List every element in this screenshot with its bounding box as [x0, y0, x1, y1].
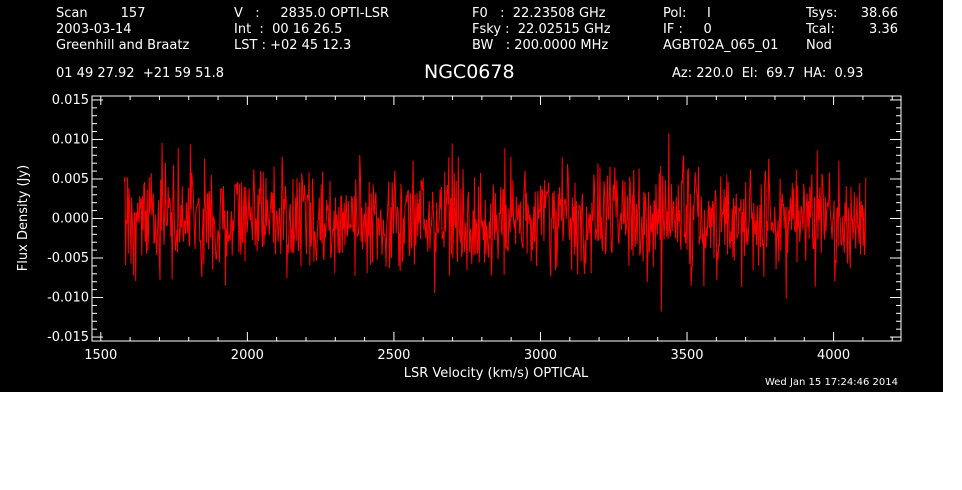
axis-layer: 1500 2000 2500 3000 3500 4000 -0.015 -0.010 -0.0… [47, 93, 901, 363]
x-tick-label: 2500 [377, 348, 410, 363]
y-tick-label: 0.005 [52, 172, 89, 187]
header-nod: Nod [806, 38, 832, 53]
y-tick-label: -0.015 [47, 330, 89, 345]
spectrum-chart: 1500 2000 2500 3000 3500 4000 -0.015 -0.010 -0.0… [16, 93, 902, 381]
y-tick-label: -0.010 [47, 291, 89, 306]
header-tcal-label: Tcal: [806, 22, 835, 37]
series-layer [123, 133, 867, 312]
header-scan: Scan 157 [56, 6, 146, 21]
header-bw: BW : 200.0000 MHz [472, 38, 609, 53]
header-timestamp: Wed Jan 15 17:24:46 2014 [764, 377, 898, 388]
header-pol: Pol: I [663, 6, 711, 21]
header-f0: F0 : 22.23508 GHz [472, 6, 606, 21]
header-tsys-label: Tsys: [806, 6, 838, 21]
chart-title: NGC0678 [424, 61, 515, 83]
header-date: 2003-03-14 [56, 22, 132, 37]
header-project: AGBT02A_065_01 [663, 38, 779, 53]
header-if: IF : 0 [663, 22, 712, 37]
spectrum-series-line [123, 133, 867, 312]
x-tick-label: 3500 [670, 348, 703, 363]
y-tick-label: 0.015 [52, 93, 89, 108]
y-tick-label: 0.010 [52, 132, 89, 147]
y-tick-label: -0.005 [47, 251, 89, 266]
header-tsys-value: 38.66 [860, 6, 898, 21]
header-integration: Int : 00 16 26.5 [234, 22, 343, 37]
header-velocity: V : 2835.0 OPTI-LSR [234, 6, 390, 21]
header-fsky: Fsky : 22.02515 GHz [472, 22, 611, 37]
header-observers: Greenhill and Braatz [56, 38, 190, 53]
header-tcal-value: 3.36 [869, 22, 898, 37]
header-coordinates: 01 49 27.92 +21 59 51.8 [56, 66, 225, 81]
y-axis-label: Flux Density (Jy) [16, 165, 31, 271]
header-lst: LST : +02 45 12.3 [234, 38, 352, 53]
x-tick-label: 4000 [817, 348, 850, 363]
x-tick-label: 3000 [524, 348, 557, 363]
header-az-el-ha: Az: 220.0 El: 69.7 HA: 0.93 [672, 66, 864, 81]
plot-panel: Scan 157 2003-03-14 Greenhill and Braatz… [0, 0, 943, 392]
x-tick-label: 2000 [231, 348, 264, 363]
x-axis-label: LSR Velocity (km/s) OPTICAL [404, 366, 589, 381]
y-tick-label: 0.000 [52, 212, 89, 227]
x-tick-label: 1500 [84, 348, 117, 363]
